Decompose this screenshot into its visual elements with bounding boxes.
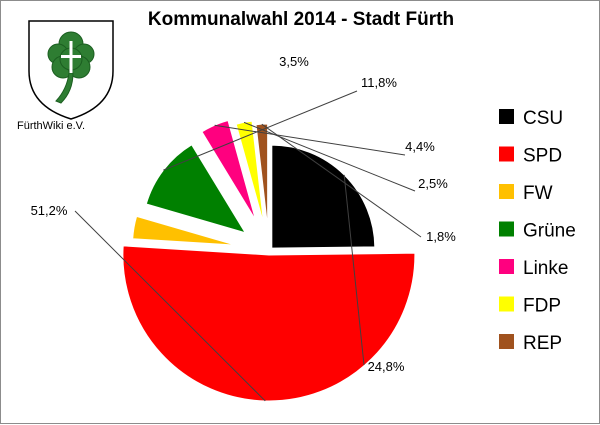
data-label-spd: 51,2% <box>31 203 68 218</box>
data-label-fdp: 2,5% <box>418 176 448 191</box>
leader-line-csu <box>343 174 365 366</box>
legend-swatch-spd <box>499 146 514 162</box>
legend-label-linke: Linke <box>523 258 568 279</box>
pie-slice-spd <box>122 245 416 402</box>
legend-swatch-linke <box>499 259 514 274</box>
leader-line-linke <box>214 124 406 156</box>
leader-line-grüne <box>163 90 358 171</box>
chart-title: Kommunalwahl 2014 - Stadt Fürth <box>147 9 455 30</box>
data-label-rep: 1,8% <box>426 229 456 244</box>
legend-label-spd: SPD <box>523 146 562 167</box>
leader-line-spd <box>74 210 266 402</box>
legend-swatch-rep <box>499 334 514 349</box>
leader-line-fdp <box>243 121 416 192</box>
data-label-grüne: 11,8% <box>361 75 397 90</box>
data-label-fw: 3,5% <box>279 54 309 69</box>
legend-swatch-fdp <box>499 296 514 312</box>
legend-label-csu: CSU <box>523 108 563 129</box>
legend-swatch-csu <box>499 109 514 124</box>
pie-slice-csu <box>271 144 376 249</box>
data-label-linke: 4,4% <box>405 139 435 154</box>
data-label-csu: 24,8% <box>368 359 405 374</box>
legend-swatch-grüne <box>499 221 514 237</box>
legend-label-fw: FW <box>523 183 553 204</box>
legend-label-fdp: FDP <box>523 296 561 317</box>
pie-slice-fw <box>132 215 236 246</box>
leader-line-rep <box>261 123 422 238</box>
legend-label-grüne: Grüne <box>523 221 576 242</box>
cloverleaf-coat-of-arms-icon <box>28 20 114 120</box>
legend-label-rep: REP <box>523 333 562 354</box>
legend: CSU SPD FW Grüne Linke FDP REP <box>499 108 576 354</box>
pie-slice-rep <box>255 123 269 228</box>
legend-swatch-fw <box>499 184 514 199</box>
logo-caption: FürthWiki e.V. <box>17 120 86 132</box>
